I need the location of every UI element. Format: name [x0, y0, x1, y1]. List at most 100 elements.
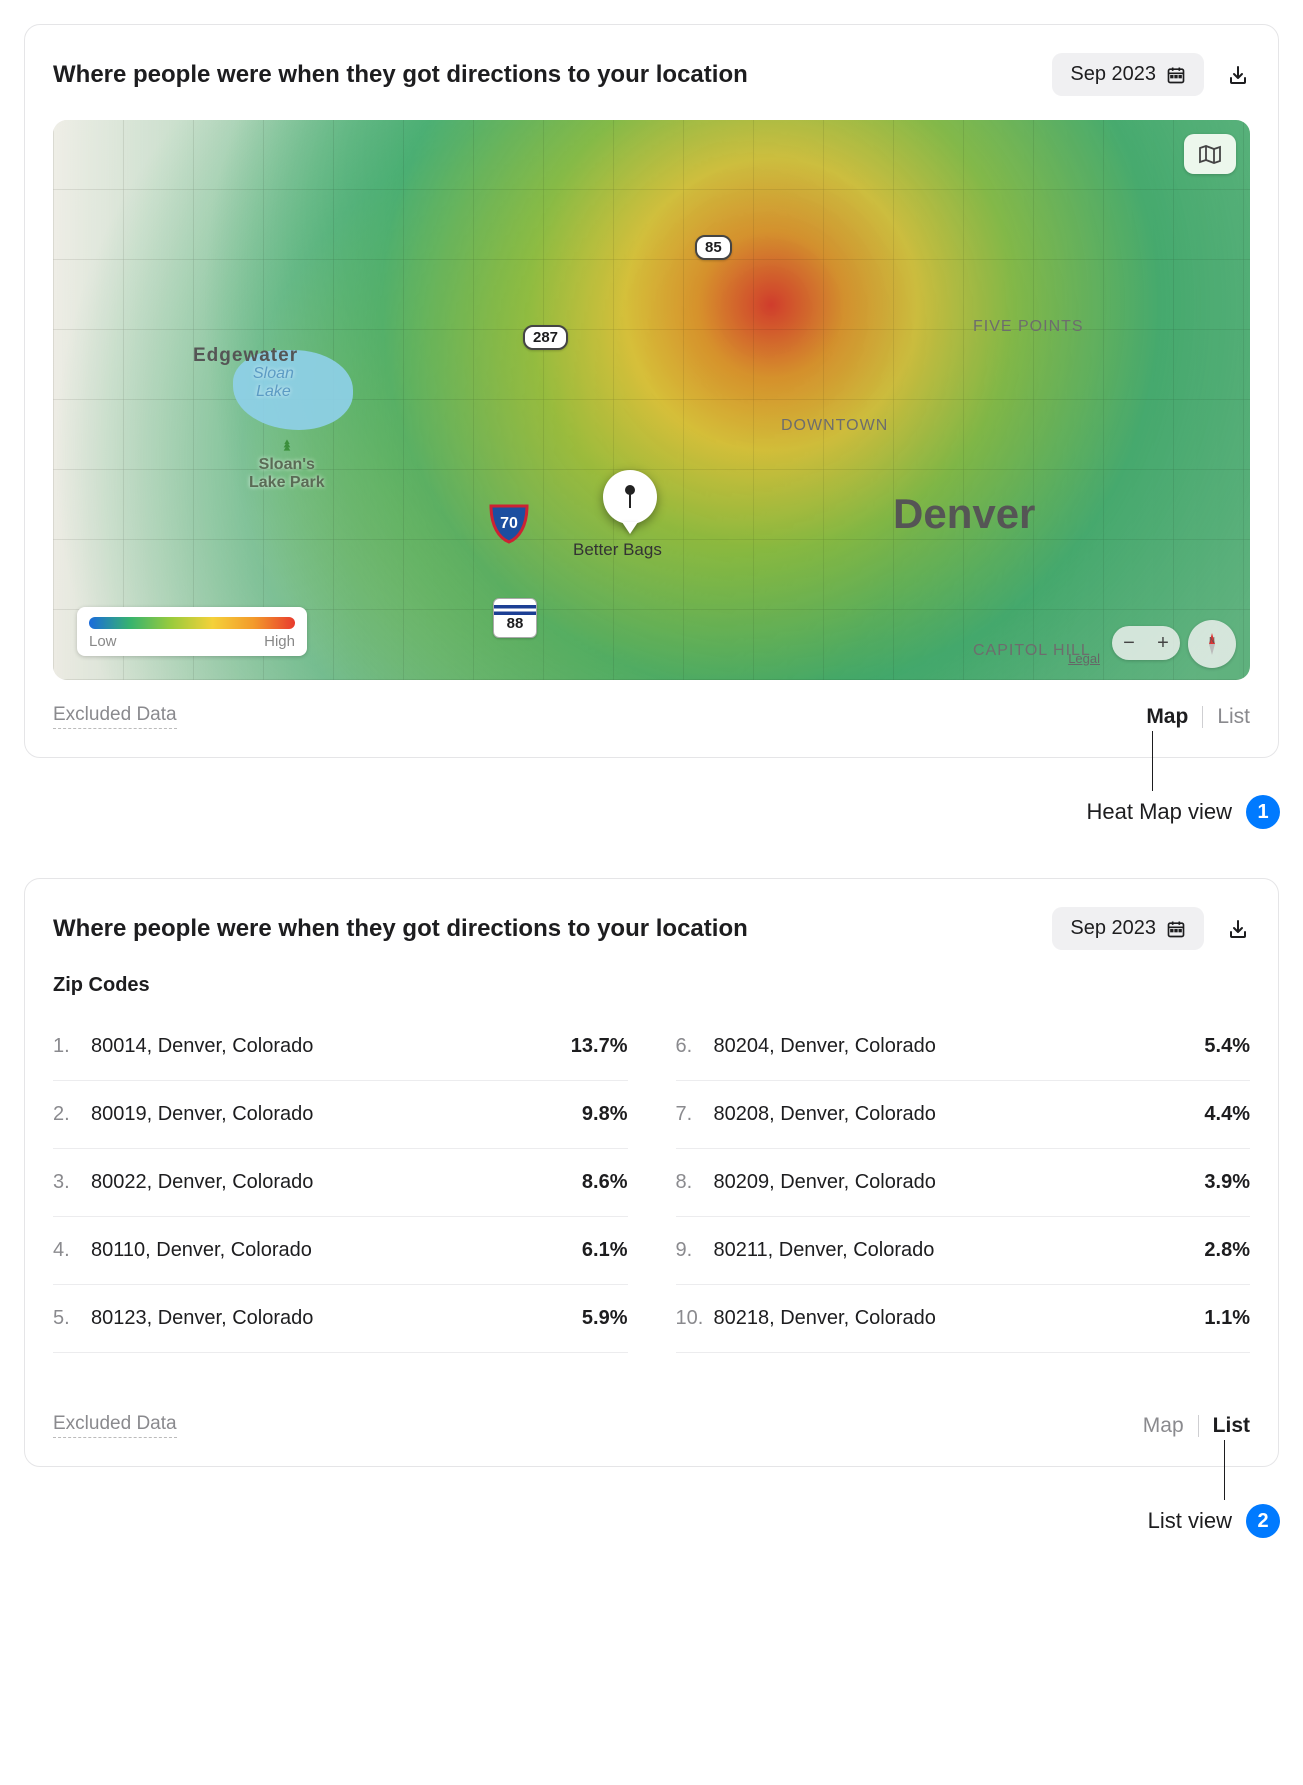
- zip-rank: 6.: [676, 1035, 714, 1058]
- card-title: Where people were when they got directio…: [53, 915, 748, 943]
- city-label: Denver: [893, 490, 1035, 538]
- zip-rank: 10.: [676, 1307, 714, 1330]
- map-icon: [1198, 144, 1222, 164]
- card-header: Where people were when they got directio…: [53, 53, 1250, 96]
- shield-us85: 85: [695, 235, 732, 260]
- download-icon: [1226, 917, 1250, 941]
- view-toggle: Map List: [1143, 1414, 1250, 1438]
- lake-label: Sloan Lake: [253, 365, 294, 402]
- zip-location: 80022, Denver, Colorado: [91, 1171, 582, 1194]
- park-label: Sloan's Lake Park: [249, 438, 325, 493]
- svg-text:70: 70: [500, 515, 518, 532]
- zip-col-left: 1.80014, Denver, Colorado13.7%2.80019, D…: [53, 1013, 628, 1353]
- callout-list-label: List view: [1148, 1508, 1232, 1534]
- zip-percent: 9.8%: [582, 1103, 628, 1126]
- download-icon: [1226, 63, 1250, 87]
- shield-us287: 287: [523, 325, 568, 350]
- svg-text:N: N: [1209, 636, 1215, 645]
- date-range-button[interactable]: Sep 2023: [1052, 907, 1204, 950]
- excluded-data-link[interactable]: Excluded Data: [53, 1413, 177, 1438]
- zoom-in-icon[interactable]: +: [1157, 632, 1169, 655]
- zip-row: 2.80019, Denver, Colorado9.8%: [53, 1081, 628, 1149]
- calendar-icon: [1166, 65, 1186, 85]
- zip-percent: 6.1%: [582, 1239, 628, 1262]
- tab-list[interactable]: List: [1213, 1414, 1250, 1438]
- heatmap-overlay: [53, 120, 1250, 680]
- heatmap-viewport[interactable]: Sloan Lake Sloan's Lake Park Edgewater D…: [53, 120, 1250, 680]
- zip-rank: 3.: [53, 1171, 91, 1194]
- separator: [1198, 1415, 1199, 1437]
- callout-heatmap-label: Heat Map view: [1086, 799, 1232, 825]
- zip-row: 10.80218, Denver, Colorado1.1%: [676, 1285, 1251, 1353]
- zip-location: 80218, Denver, Colorado: [714, 1307, 1205, 1330]
- downtown-label: DOWNTOWN: [781, 417, 888, 435]
- heat-legend: Low High: [77, 607, 307, 656]
- pin-label: Better Bags: [573, 540, 662, 560]
- five-points-label: FIVE POINTS: [973, 318, 1084, 336]
- legend-high: High: [264, 633, 295, 650]
- zip-rank: 2.: [53, 1103, 91, 1126]
- zip-percent: 5.9%: [582, 1307, 628, 1330]
- zip-percent: 3.9%: [1204, 1171, 1250, 1194]
- separator: [1202, 706, 1203, 728]
- zip-location: 80019, Denver, Colorado: [91, 1103, 582, 1126]
- date-range-button[interactable]: Sep 2023: [1052, 53, 1204, 96]
- date-range-label: Sep 2023: [1070, 63, 1156, 86]
- calendar-icon: [1166, 919, 1186, 939]
- zip-row: 9.80211, Denver, Colorado2.8%: [676, 1217, 1251, 1285]
- compass-button[interactable]: N: [1188, 620, 1236, 668]
- zip-row: 6.80204, Denver, Colorado5.4%: [676, 1013, 1251, 1081]
- zip-percent: 2.8%: [1204, 1239, 1250, 1262]
- tab-list[interactable]: List: [1217, 705, 1250, 729]
- legend-gradient: [89, 617, 295, 629]
- tab-map[interactable]: Map: [1143, 1414, 1184, 1438]
- location-pin[interactable]: [603, 470, 657, 524]
- zip-codes-heading: Zip Codes: [53, 974, 1250, 997]
- callout-list: List view 2: [1148, 1504, 1280, 1538]
- header-actions: Sep 2023: [1052, 907, 1250, 950]
- zip-percent: 5.4%: [1204, 1035, 1250, 1058]
- map-zoom-control[interactable]: − +: [1112, 626, 1180, 660]
- view-toggle: Map List: [1146, 705, 1250, 729]
- callout-badge-1: 1: [1246, 795, 1280, 829]
- download-button[interactable]: [1226, 63, 1250, 87]
- zip-row: 1.80014, Denver, Colorado13.7%: [53, 1013, 628, 1081]
- zip-rank: 7.: [676, 1103, 714, 1126]
- callout-badge-2: 2: [1246, 1504, 1280, 1538]
- zip-row: 4.80110, Denver, Colorado6.1%: [53, 1217, 628, 1285]
- card-title: Where people were when they got directio…: [53, 61, 748, 89]
- pin-icon: [621, 484, 639, 510]
- zip-row: 5.80123, Denver, Colorado5.9%: [53, 1285, 628, 1353]
- zip-location: 80110, Denver, Colorado: [91, 1239, 582, 1262]
- shield-co88: 88: [493, 598, 537, 638]
- zip-location: 80204, Denver, Colorado: [714, 1035, 1205, 1058]
- zip-percent: 13.7%: [571, 1035, 628, 1058]
- header-actions: Sep 2023: [1052, 53, 1250, 96]
- zip-location: 80209, Denver, Colorado: [714, 1171, 1205, 1194]
- callout-line-2: [1224, 1440, 1225, 1500]
- legal-link[interactable]: Legal: [1068, 651, 1100, 666]
- map-style-button[interactable]: [1184, 134, 1236, 174]
- zip-location: 80123, Denver, Colorado: [91, 1307, 582, 1330]
- legend-low: Low: [89, 633, 117, 650]
- ziplist-card: Where people were when they got directio…: [24, 878, 1279, 1467]
- zip-rank: 5.: [53, 1307, 91, 1330]
- shield-i70: 70: [487, 500, 531, 544]
- callout-line-1: [1152, 731, 1153, 791]
- zip-row: 8.80209, Denver, Colorado3.9%: [676, 1149, 1251, 1217]
- zip-columns: 1.80014, Denver, Colorado13.7%2.80019, D…: [53, 1013, 1250, 1353]
- zip-percent: 4.4%: [1204, 1103, 1250, 1126]
- zip-rank: 1.: [53, 1035, 91, 1058]
- zip-col-right: 6.80204, Denver, Colorado5.4% 7.80208, De…: [676, 1013, 1251, 1353]
- card-footer: Excluded Data Map List: [53, 704, 1250, 729]
- zip-rank: 9.: [676, 1239, 714, 1262]
- zoom-out-icon[interactable]: −: [1123, 632, 1135, 655]
- download-button[interactable]: [1226, 917, 1250, 941]
- edgewater-label: Edgewater: [193, 345, 298, 367]
- zip-location: 80208, Denver, Colorado: [714, 1103, 1205, 1126]
- excluded-data-link[interactable]: Excluded Data: [53, 704, 177, 729]
- tab-map[interactable]: Map: [1146, 705, 1188, 729]
- date-range-label: Sep 2023: [1070, 917, 1156, 940]
- heatmap-card: Where people were when they got directio…: [24, 24, 1279, 758]
- zip-location: 80014, Denver, Colorado: [91, 1035, 571, 1058]
